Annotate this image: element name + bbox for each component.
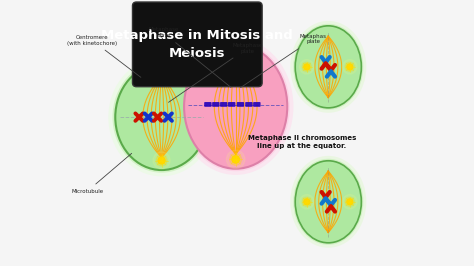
Circle shape: [300, 60, 314, 74]
FancyBboxPatch shape: [228, 102, 236, 107]
FancyBboxPatch shape: [132, 2, 262, 87]
FancyBboxPatch shape: [212, 102, 219, 107]
Circle shape: [232, 156, 239, 163]
Ellipse shape: [115, 64, 208, 170]
Ellipse shape: [293, 159, 364, 245]
Circle shape: [343, 194, 357, 209]
Circle shape: [230, 48, 242, 60]
Circle shape: [230, 153, 242, 165]
Circle shape: [227, 44, 245, 63]
Ellipse shape: [109, 58, 215, 176]
Circle shape: [304, 64, 310, 70]
Ellipse shape: [290, 21, 366, 113]
Circle shape: [343, 60, 357, 74]
Circle shape: [304, 199, 310, 205]
Circle shape: [153, 65, 170, 82]
Ellipse shape: [178, 38, 293, 175]
Text: Metaphase
plate: Metaphase plate: [168, 43, 263, 102]
Circle shape: [345, 62, 355, 72]
Circle shape: [158, 157, 165, 164]
Circle shape: [345, 197, 355, 206]
Circle shape: [300, 194, 314, 209]
Ellipse shape: [295, 26, 361, 108]
FancyBboxPatch shape: [220, 102, 228, 107]
Circle shape: [156, 68, 167, 79]
Text: Microtubule: Microtubule: [72, 153, 132, 194]
FancyBboxPatch shape: [237, 102, 244, 107]
Circle shape: [347, 199, 353, 205]
Circle shape: [232, 50, 239, 57]
Circle shape: [153, 152, 170, 169]
Text: Metaphase
plate: Metaphase plate: [148, 27, 231, 87]
FancyBboxPatch shape: [253, 102, 261, 107]
Ellipse shape: [295, 161, 361, 243]
Ellipse shape: [184, 44, 287, 169]
Circle shape: [158, 70, 165, 77]
Text: Centromere
(with kinetochore): Centromere (with kinetochore): [67, 35, 141, 77]
Circle shape: [227, 150, 245, 169]
Ellipse shape: [112, 61, 210, 173]
Circle shape: [156, 155, 167, 166]
Circle shape: [302, 197, 311, 206]
Circle shape: [302, 62, 311, 72]
Text: Metaphase II chromosomes
line up at the equator.: Metaphase II chromosomes line up at the …: [247, 135, 356, 149]
Ellipse shape: [182, 42, 290, 171]
Text: Metaphase in Mitosis and
Meiosis: Metaphase in Mitosis and Meiosis: [101, 29, 293, 60]
FancyBboxPatch shape: [245, 102, 253, 107]
FancyBboxPatch shape: [204, 102, 211, 107]
Text: Metaphas
plate: Metaphas plate: [241, 34, 327, 88]
Ellipse shape: [293, 24, 364, 110]
Circle shape: [347, 64, 353, 70]
Ellipse shape: [290, 156, 366, 248]
